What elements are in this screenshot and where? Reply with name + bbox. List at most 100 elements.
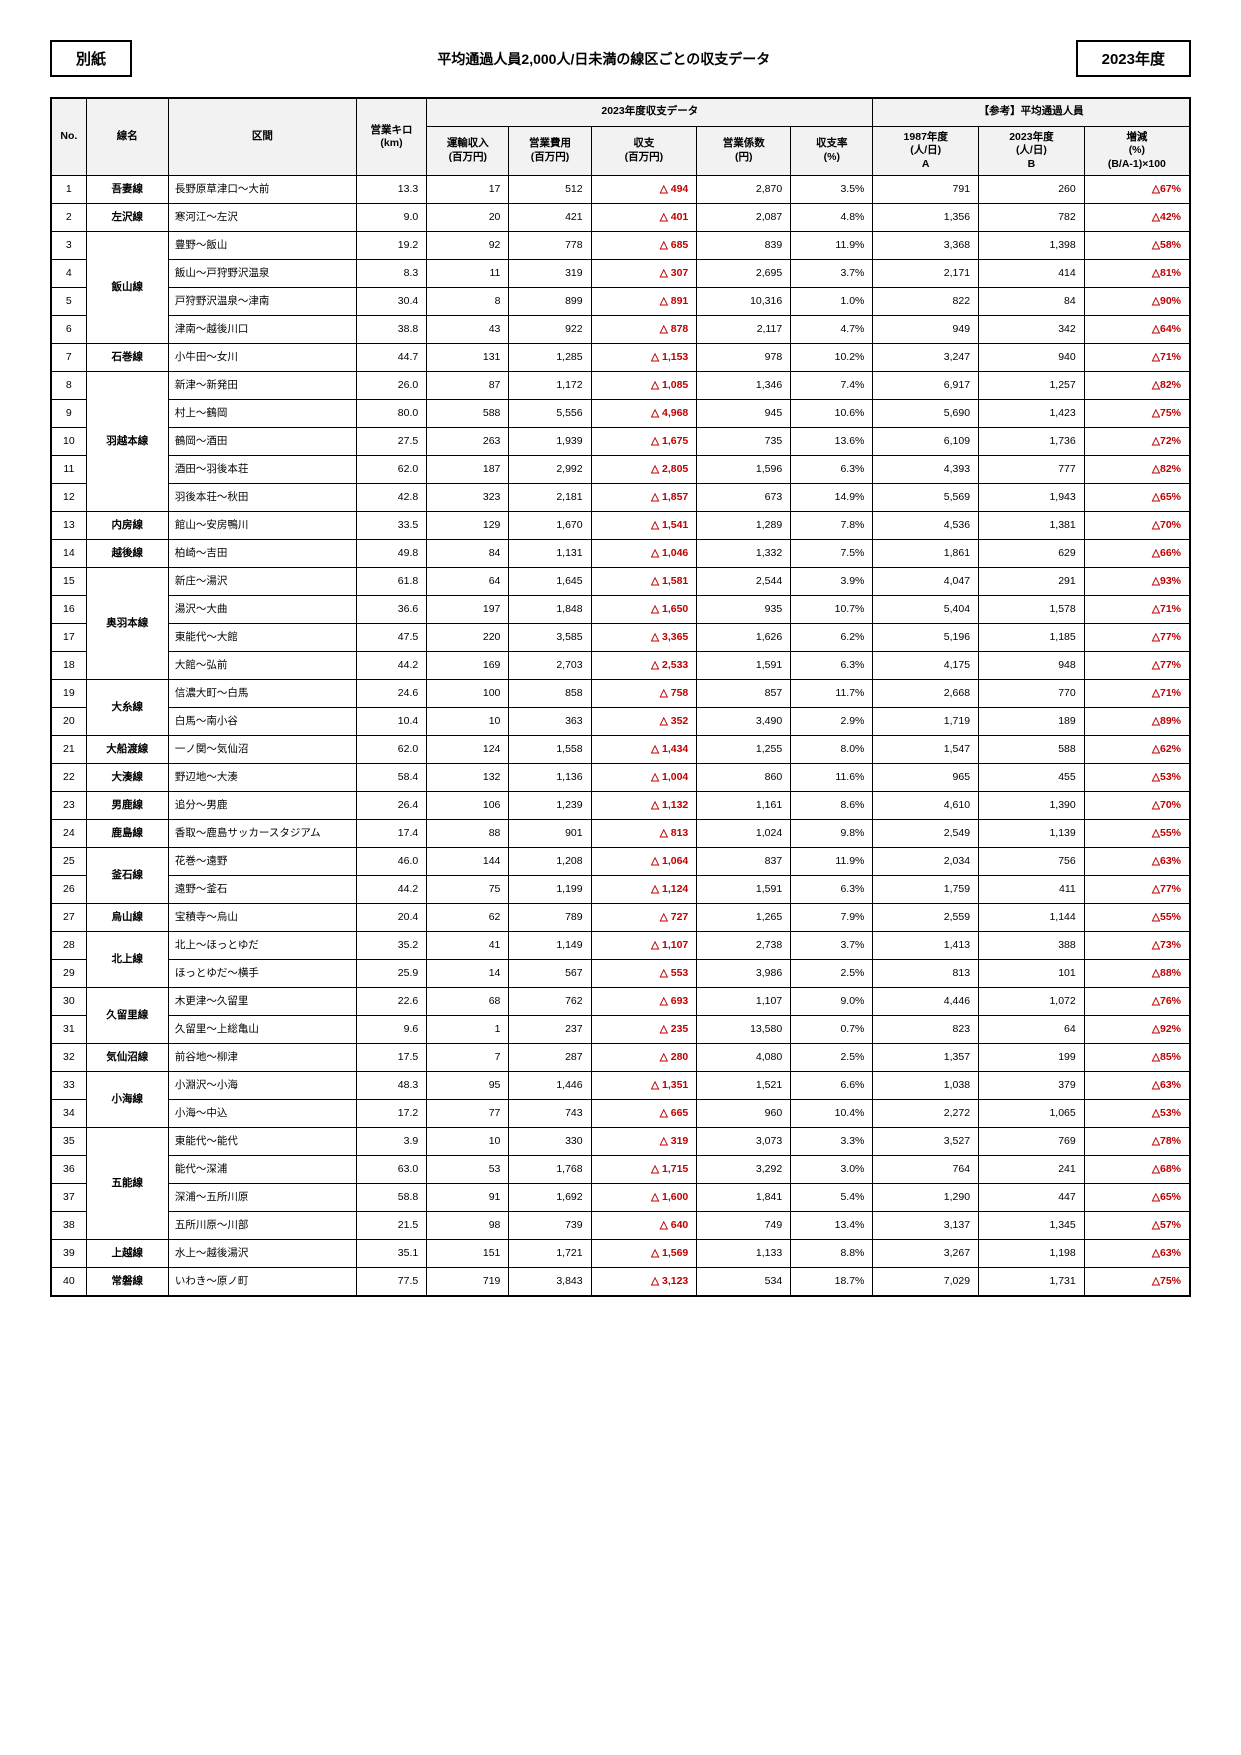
cell-p1987: 3,267 bbox=[873, 1240, 979, 1268]
cell-km: 38.8 bbox=[356, 316, 426, 344]
cell-chg: △77% bbox=[1084, 876, 1190, 904]
cell-cost: 1,848 bbox=[509, 596, 591, 624]
cell-cost: 2,181 bbox=[509, 484, 591, 512]
cell-coef: 13,580 bbox=[697, 1016, 791, 1044]
cell-line: 男鹿線 bbox=[86, 792, 168, 820]
cell-cost: 1,136 bbox=[509, 764, 591, 792]
cell-p1987: 791 bbox=[873, 176, 979, 204]
cell-cost: 2,992 bbox=[509, 456, 591, 484]
cell-coef: 3,490 bbox=[697, 708, 791, 736]
cell-section: 花巻～遠野 bbox=[168, 848, 356, 876]
cell-p2023: 782 bbox=[979, 204, 1085, 232]
cell-rev: 92 bbox=[427, 232, 509, 260]
cell-km: 24.6 bbox=[356, 680, 426, 708]
cell-km: 62.0 bbox=[356, 736, 426, 764]
table-row: 15奥羽本線新庄～湯沢61.8641,645△ 1,5812,5443.9%4,… bbox=[51, 568, 1190, 596]
cell-rev: 197 bbox=[427, 596, 509, 624]
cell-p2023: 1,578 bbox=[979, 596, 1085, 624]
cell-p1987: 823 bbox=[873, 1016, 979, 1044]
cell-p2023: 101 bbox=[979, 960, 1085, 988]
cell-line: 小海線 bbox=[86, 1072, 168, 1128]
cell-no: 23 bbox=[51, 792, 86, 820]
cell-p2023: 1,198 bbox=[979, 1240, 1085, 1268]
cell-rev: 87 bbox=[427, 372, 509, 400]
cell-no: 40 bbox=[51, 1268, 86, 1296]
cell-cost: 1,558 bbox=[509, 736, 591, 764]
cell-no: 15 bbox=[51, 568, 86, 596]
cell-p2023: 1,072 bbox=[979, 988, 1085, 1016]
cell-rate: 11.6% bbox=[791, 764, 873, 792]
cell-no: 13 bbox=[51, 512, 86, 540]
cell-p1987: 949 bbox=[873, 316, 979, 344]
cell-coef: 2,695 bbox=[697, 260, 791, 288]
col-1987: 1987年度(人/日)A bbox=[873, 126, 979, 176]
cell-bal: △ 1,600 bbox=[591, 1184, 697, 1212]
col-2023: 2023年度(人/日)B bbox=[979, 126, 1085, 176]
cell-rev: 17 bbox=[427, 176, 509, 204]
cell-line: 気仙沼線 bbox=[86, 1044, 168, 1072]
cell-no: 37 bbox=[51, 1184, 86, 1212]
cell-line: 上越線 bbox=[86, 1240, 168, 1268]
cell-rate: 9.0% bbox=[791, 988, 873, 1016]
cell-km: 36.6 bbox=[356, 596, 426, 624]
cell-section: 小海～中込 bbox=[168, 1100, 356, 1128]
cell-chg: △73% bbox=[1084, 932, 1190, 960]
cell-cost: 789 bbox=[509, 904, 591, 932]
cell-cost: 421 bbox=[509, 204, 591, 232]
cell-cost: 739 bbox=[509, 1212, 591, 1240]
cell-bal: △ 758 bbox=[591, 680, 697, 708]
cell-bal: △ 665 bbox=[591, 1100, 697, 1128]
cell-cost: 762 bbox=[509, 988, 591, 1016]
cell-p2023: 1,345 bbox=[979, 1212, 1085, 1240]
cell-p1987: 6,109 bbox=[873, 428, 979, 456]
cell-coef: 2,738 bbox=[697, 932, 791, 960]
cell-coef: 749 bbox=[697, 1212, 791, 1240]
cell-rate: 7.9% bbox=[791, 904, 873, 932]
table-row: 20白馬～南小谷10.410363△ 3523,4902.9%1,719189△… bbox=[51, 708, 1190, 736]
table-row: 17東能代～大館47.52203,585△ 3,3651,6266.2%5,19… bbox=[51, 624, 1190, 652]
cell-km: 44.2 bbox=[356, 876, 426, 904]
cell-no: 32 bbox=[51, 1044, 86, 1072]
cell-rate: 2.9% bbox=[791, 708, 873, 736]
cell-rev: 77 bbox=[427, 1100, 509, 1128]
cell-rate: 11.7% bbox=[791, 680, 873, 708]
cell-cost: 899 bbox=[509, 288, 591, 316]
cell-p1987: 1,719 bbox=[873, 708, 979, 736]
cell-rate: 6.3% bbox=[791, 456, 873, 484]
cell-km: 25.9 bbox=[356, 960, 426, 988]
cell-rate: 3.3% bbox=[791, 1128, 873, 1156]
cell-p1987: 5,569 bbox=[873, 484, 979, 512]
cell-p1987: 1,290 bbox=[873, 1184, 979, 1212]
cell-line: 北上線 bbox=[86, 932, 168, 988]
table-row: 12羽後本荘～秋田42.83232,181△ 1,85767314.9%5,56… bbox=[51, 484, 1190, 512]
cell-chg: △71% bbox=[1084, 344, 1190, 372]
table-row: 29ほっとゆだ～横手25.914567△ 5533,9862.5%813101△… bbox=[51, 960, 1190, 988]
cell-km: 80.0 bbox=[356, 400, 426, 428]
cell-rev: 11 bbox=[427, 260, 509, 288]
cell-section: 信濃大町～白馬 bbox=[168, 680, 356, 708]
cell-cost: 1,199 bbox=[509, 876, 591, 904]
cell-rev: 1 bbox=[427, 1016, 509, 1044]
cell-rate: 18.7% bbox=[791, 1268, 873, 1296]
table-row: 11酒田～羽後本荘62.01872,992△ 2,8051,5966.3%4,3… bbox=[51, 456, 1190, 484]
table-row: 5戸狩野沢温泉～津南30.48899△ 89110,3161.0%82284△9… bbox=[51, 288, 1190, 316]
cell-coef: 945 bbox=[697, 400, 791, 428]
cell-cost: 363 bbox=[509, 708, 591, 736]
cell-bal: △ 1,004 bbox=[591, 764, 697, 792]
cell-bal: △ 319 bbox=[591, 1128, 697, 1156]
cell-p2023: 414 bbox=[979, 260, 1085, 288]
cell-coef: 935 bbox=[697, 596, 791, 624]
cell-p1987: 2,034 bbox=[873, 848, 979, 876]
cell-cost: 1,692 bbox=[509, 1184, 591, 1212]
table-row: 27烏山線宝積寺～烏山20.462789△ 7271,2657.9%2,5591… bbox=[51, 904, 1190, 932]
cell-rev: 62 bbox=[427, 904, 509, 932]
cell-section: 一ノ関～気仙沼 bbox=[168, 736, 356, 764]
cell-bal: △ 685 bbox=[591, 232, 697, 260]
cell-km: 61.8 bbox=[356, 568, 426, 596]
cell-coef: 978 bbox=[697, 344, 791, 372]
cell-bal: △ 1,569 bbox=[591, 1240, 697, 1268]
cell-bal: △ 2,533 bbox=[591, 652, 697, 680]
table-head: No. 線名 区間 営業キロ(km) 2023年度収支データ 【参考】平均通過人… bbox=[51, 98, 1190, 176]
cell-rate: 7.4% bbox=[791, 372, 873, 400]
cell-km: 62.0 bbox=[356, 456, 426, 484]
